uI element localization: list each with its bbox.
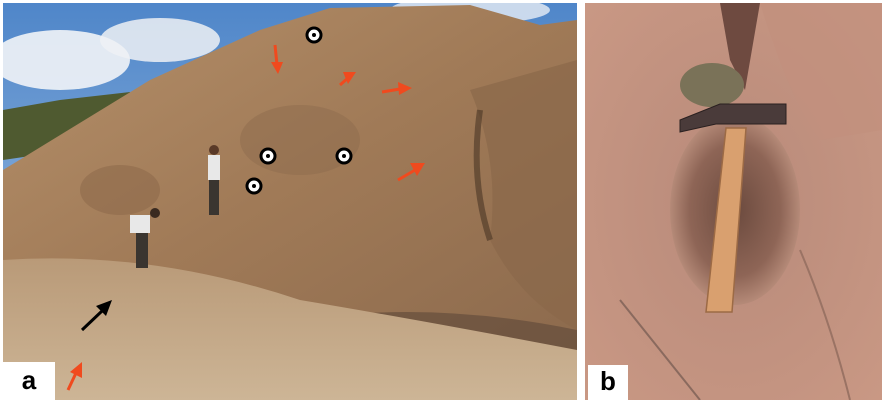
label-box-a <box>3 362 55 400</box>
black-arrow <box>80 300 112 332</box>
photo-b <box>585 3 882 400</box>
label-box-b <box>588 365 628 400</box>
panel-label: a <box>22 365 37 395</box>
photo-a <box>3 3 577 400</box>
red-arrows <box>66 44 425 391</box>
panel-label: b <box>600 366 616 396</box>
